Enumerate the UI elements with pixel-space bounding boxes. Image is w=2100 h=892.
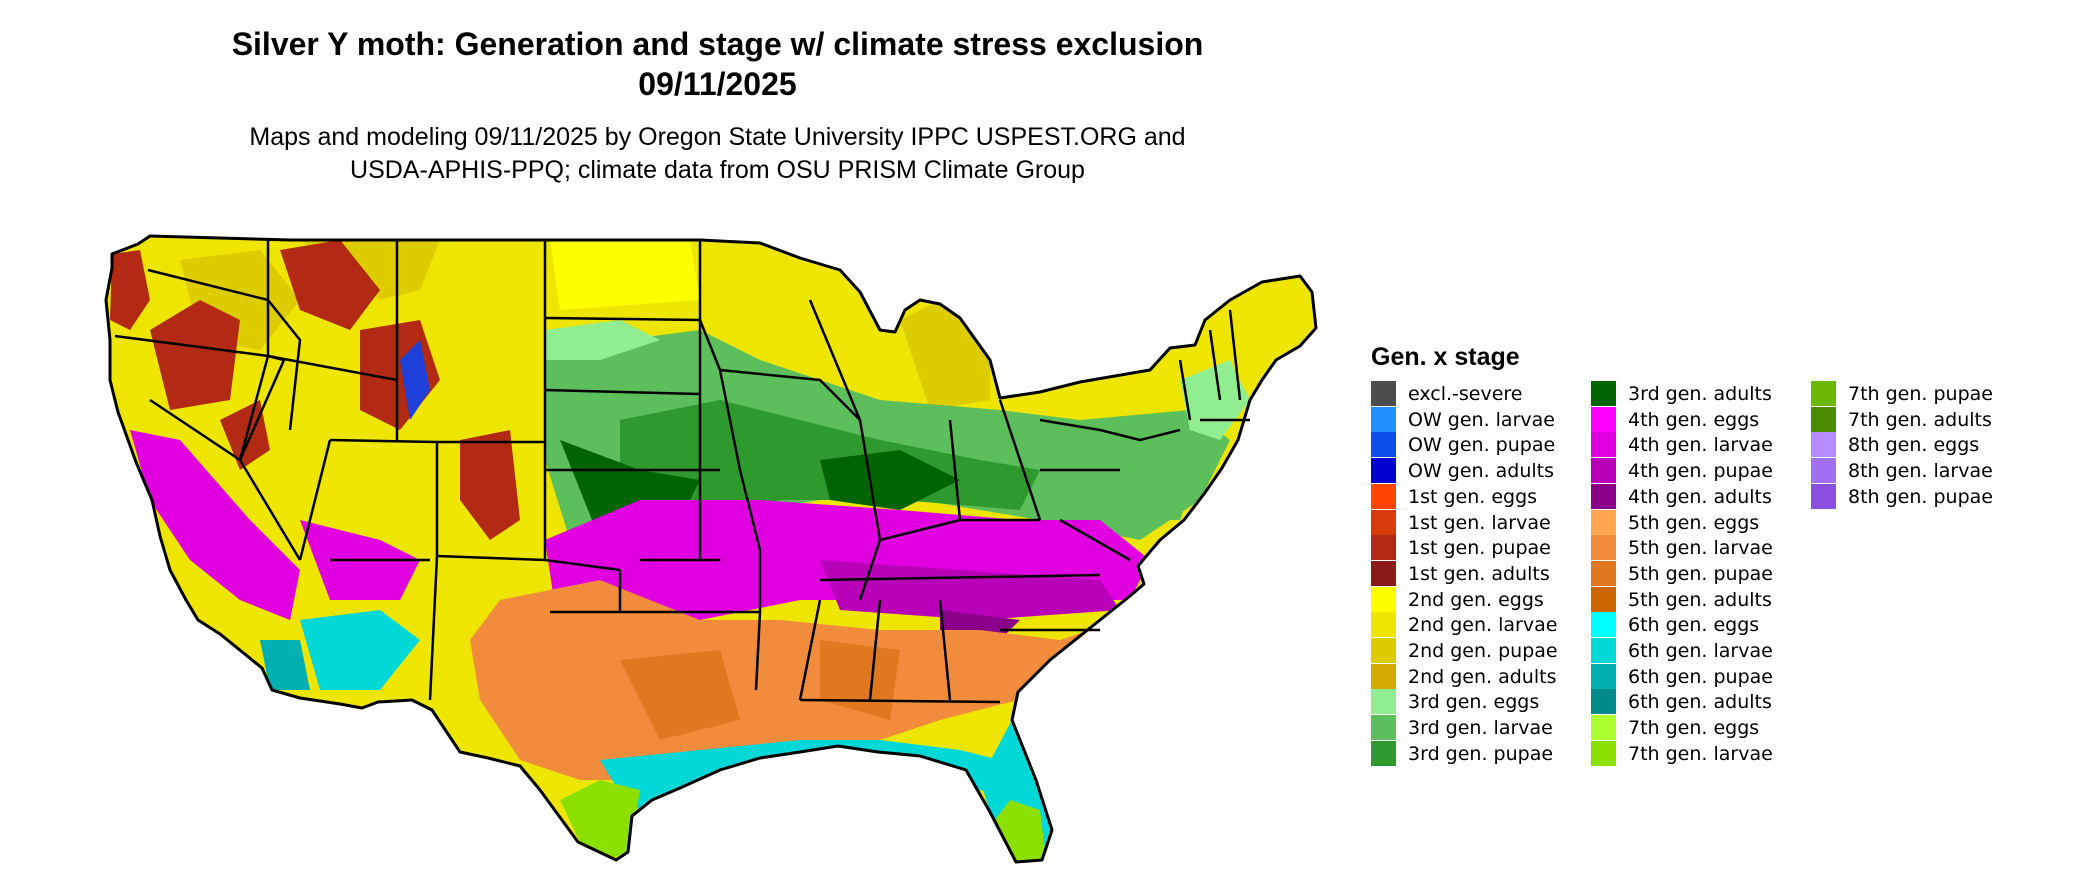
legend-label: 6th gen. larvae <box>1628 640 1773 662</box>
legend-swatch <box>1591 381 1616 406</box>
legend-swatch <box>1591 715 1616 741</box>
legend-label: 1st gen. adults <box>1408 562 1550 585</box>
legend-label: 3rd gen. pupae <box>1408 742 1554 765</box>
legend-swatch <box>1591 612 1616 638</box>
legend-swatch <box>1811 406 1836 432</box>
legend-swatch <box>1371 509 1396 535</box>
legend-label: 2nd gen. eggs <box>1408 588 1544 611</box>
map-legend: Gen. x stage excl.-severe OW gen. larvae O… <box>1371 342 1993 766</box>
legend-swatch <box>1811 483 1836 509</box>
legend-label: 2nd gen. adults <box>1408 665 1557 688</box>
legend-swatch <box>1371 638 1396 663</box>
legend-swatch <box>1591 458 1616 484</box>
legend-label: 8th gen. eggs <box>1848 434 1980 457</box>
legend-swatch <box>1591 535 1616 561</box>
legend-label: 5th gen. eggs <box>1628 511 1760 534</box>
legend-swatch <box>1371 715 1396 741</box>
legend-swatch <box>1811 458 1836 484</box>
legend-label: 7th gen. eggs <box>1628 717 1760 740</box>
legend-swatch <box>1371 740 1396 766</box>
legend-swatch <box>1591 740 1616 766</box>
legend-label: 7th gen. pupae <box>1848 383 1993 405</box>
subtitle-line-1: Maps and modeling 09/11/2025 by Oregon S… <box>249 123 1186 151</box>
legend-label: 2nd gen. larvae <box>1408 614 1558 637</box>
map-subtitle: Maps and modeling 09/11/2025 by Oregon S… <box>170 121 1265 187</box>
legend-swatch <box>1591 689 1616 715</box>
legend-swatch <box>1371 406 1396 432</box>
legend-label: 5th gen. pupae <box>1628 562 1773 585</box>
legend-label: 1st gen. pupae <box>1408 537 1551 560</box>
legend-swatch <box>1371 535 1396 561</box>
legend-swatch <box>1591 509 1616 535</box>
title-line-1: Silver Y moth: Generation and stage w/ c… <box>231 26 1204 62</box>
legend-swatch <box>1591 483 1616 509</box>
legend-swatch <box>1591 406 1616 432</box>
legend-swatch <box>1591 638 1616 663</box>
legend-swatch <box>1371 663 1396 689</box>
legend-label: 3rd gen. larvae <box>1408 717 1553 740</box>
title-line-2: 09/11/2025 <box>638 66 797 102</box>
legend-swatch <box>1371 612 1396 638</box>
legend-label: 8th gen. pupae <box>1848 485 1993 508</box>
legend-label: 3rd gen. eggs <box>1408 691 1540 714</box>
legend-label: 8th gen. larvae <box>1848 460 1993 483</box>
legend-label: 7th gen. adults <box>1848 408 1992 431</box>
legend-swatch <box>1591 560 1616 586</box>
legend-label: 6th gen. pupae <box>1628 665 1773 688</box>
legend-swatch <box>1591 586 1616 612</box>
legend-label: 6th gen. eggs <box>1628 614 1760 637</box>
legend-swatch <box>1371 483 1396 509</box>
legend-swatch <box>1371 432 1396 458</box>
legend-swatch <box>1371 381 1396 406</box>
legend-label: 3rd gen. adults <box>1628 383 1772 405</box>
us-generation-stage-map <box>104 234 1318 864</box>
legend-swatch <box>1371 560 1396 586</box>
legend-swatch <box>1591 432 1616 458</box>
legend-title: Gen. x stage <box>1371 343 1520 371</box>
legend-label: 2nd gen. pupae <box>1408 640 1558 662</box>
legend-label: 4th gen. eggs <box>1628 408 1760 431</box>
subtitle-line-2: USDA-APHIS-PPQ; climate data from OSU PR… <box>350 156 1085 184</box>
legend-label: excl.-severe <box>1408 383 1523 405</box>
legend-swatch <box>1811 381 1836 406</box>
legend-label: OW gen. adults <box>1408 460 1555 483</box>
legend-label: 6th gen. adults <box>1628 691 1772 714</box>
legend-swatch <box>1371 689 1396 715</box>
legend-swatch <box>1371 586 1396 612</box>
legend-label: 4th gen. pupae <box>1628 460 1773 483</box>
legend-label: 5th gen. larvae <box>1628 537 1773 560</box>
legend-label: OW gen. pupae <box>1408 434 1556 457</box>
legend-label: 5th gen. adults <box>1628 588 1772 611</box>
legend-label: 1st gen. eggs <box>1408 485 1538 508</box>
legend-label: 7th gen. larvae <box>1628 742 1773 765</box>
legend-label: 4th gen. larvae <box>1628 434 1773 457</box>
legend-label: OW gen. larvae <box>1408 408 1555 431</box>
map-title: Silver Y moth: Generation and stage w/ c… <box>170 24 1265 104</box>
legend-label: 1st gen. larvae <box>1408 511 1551 534</box>
legend-label: 4th gen. adults <box>1628 485 1772 508</box>
legend-swatch <box>1371 458 1396 484</box>
legend-swatch <box>1811 432 1836 458</box>
legend-swatch <box>1591 663 1616 689</box>
